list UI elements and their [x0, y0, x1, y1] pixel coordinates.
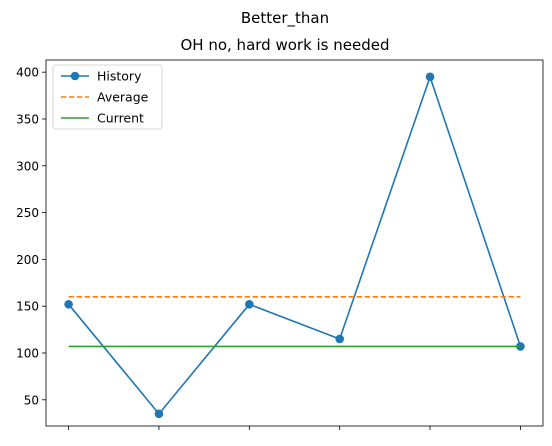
legend: History Average Current	[52, 64, 163, 130]
legend-box	[52, 64, 163, 130]
legend-marker-history	[70, 71, 80, 81]
data-point-history	[335, 334, 344, 344]
y-tick-label: 150	[16, 300, 39, 314]
y-tick-label: 50	[24, 393, 39, 407]
chart-suptitle: Better_than	[241, 9, 329, 28]
axes-frame	[45, 59, 544, 427]
data-point-history	[245, 300, 254, 309]
y-tick-label: 100	[16, 346, 39, 360]
series-line-history	[67, 76, 522, 415]
data-point-history	[154, 409, 164, 419]
y-tick-label: 250	[16, 206, 39, 220]
y-tick-label: 300	[16, 159, 39, 173]
chart-title: OH no, hard work is needed	[180, 36, 389, 54]
data-point-history	[425, 72, 435, 82]
y-tick-label: 200	[16, 253, 39, 267]
legend-label-average: Average	[97, 90, 149, 105]
plot-area: 50 100 150 200 250 300 350 400 History Average Cur…	[16, 59, 544, 430]
legend-label-current: Current	[97, 111, 144, 126]
y-tick-label: 350	[16, 112, 39, 126]
legend-label-history: History	[97, 69, 142, 84]
y-tick-label: 400	[16, 66, 39, 80]
data-point-history	[64, 300, 73, 309]
